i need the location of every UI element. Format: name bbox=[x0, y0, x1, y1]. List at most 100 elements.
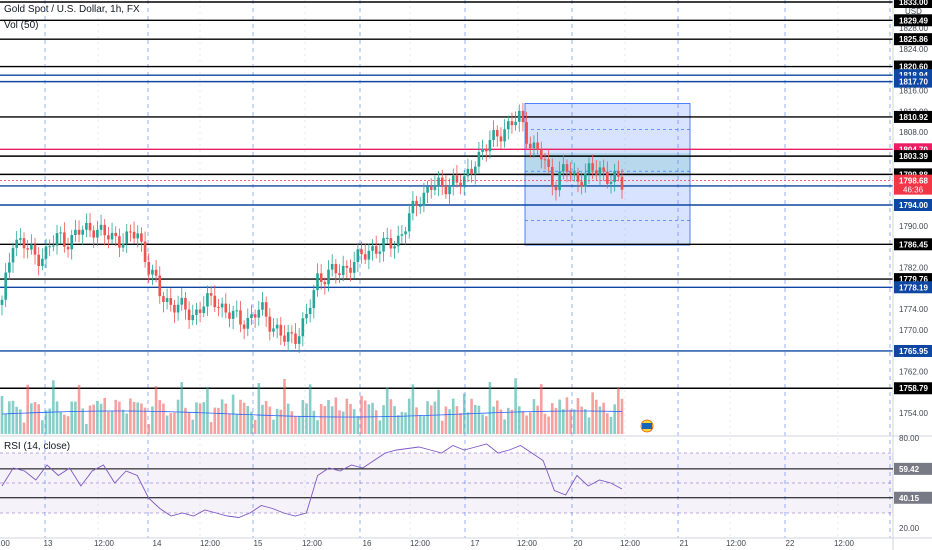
x-tick-label: 0:00 bbox=[0, 539, 10, 548]
volume-bar bbox=[110, 410, 114, 434]
volume-bar bbox=[473, 404, 477, 434]
volume-bar bbox=[261, 404, 264, 434]
volume-bar bbox=[209, 422, 213, 434]
volume-bar bbox=[492, 406, 495, 434]
candle-body bbox=[440, 177, 444, 186]
candle-body bbox=[158, 275, 162, 297]
candle-body bbox=[558, 171, 561, 191]
event-flag-stripe bbox=[642, 423, 652, 429]
candle-body bbox=[195, 309, 198, 315]
candle-body bbox=[382, 238, 385, 252]
candle-body bbox=[360, 249, 363, 255]
candle-body bbox=[165, 298, 169, 302]
volume-bar bbox=[536, 405, 539, 434]
volume-bar bbox=[525, 415, 528, 434]
volume-bar bbox=[48, 408, 51, 434]
candle-body bbox=[41, 258, 44, 267]
volume-bar bbox=[415, 407, 418, 434]
volume-bar bbox=[595, 399, 598, 434]
volume-bar bbox=[129, 398, 132, 434]
volume-bar bbox=[565, 397, 569, 434]
volume-bar bbox=[506, 407, 510, 434]
volume-bar bbox=[550, 403, 554, 434]
candle-body bbox=[253, 314, 257, 318]
candle-body bbox=[517, 110, 521, 122]
y-tick-label: 1816.00 bbox=[899, 86, 928, 95]
candle-body bbox=[481, 148, 484, 152]
volume-bar bbox=[573, 409, 576, 434]
candle-body bbox=[8, 262, 11, 273]
volume-bar bbox=[587, 417, 591, 434]
candle-body bbox=[19, 238, 22, 240]
volume-bar bbox=[352, 409, 356, 434]
candle-body bbox=[11, 247, 15, 263]
volume-bar bbox=[385, 387, 389, 434]
candle-body bbox=[228, 312, 231, 319]
candle-body bbox=[345, 265, 349, 268]
x-tick-label: 14 bbox=[153, 539, 162, 548]
volume-bar bbox=[143, 407, 147, 434]
rsi-line bbox=[1, 443, 623, 518]
candle-body bbox=[286, 332, 290, 342]
volume-bar bbox=[584, 409, 587, 434]
candle-body bbox=[316, 273, 319, 291]
level-label-box bbox=[894, 281, 932, 294]
candle-body bbox=[617, 170, 620, 177]
candle-body bbox=[429, 186, 433, 190]
candle-body bbox=[433, 185, 437, 190]
x-tick-label: 21 bbox=[680, 539, 689, 548]
volume-bar bbox=[459, 413, 462, 434]
volume-bar bbox=[371, 402, 374, 434]
volume-bar bbox=[118, 401, 121, 434]
candle-body bbox=[444, 185, 448, 195]
candle-body bbox=[239, 310, 242, 325]
volume-ma-line bbox=[1, 410, 623, 418]
y-tick-label: 1762.00 bbox=[899, 368, 928, 377]
volume-bar bbox=[151, 406, 154, 434]
candle-body bbox=[407, 213, 411, 232]
candle-body bbox=[536, 142, 539, 150]
volume-bar bbox=[305, 403, 308, 434]
candle-body bbox=[576, 172, 580, 182]
candle-body bbox=[129, 231, 132, 233]
candle-body bbox=[580, 181, 583, 187]
volume-bar bbox=[30, 403, 33, 434]
x-tick-label: 12:00 bbox=[200, 539, 221, 548]
volume-bar bbox=[620, 398, 624, 434]
volume-bar bbox=[532, 399, 536, 434]
candle-body bbox=[261, 302, 264, 310]
candle-body bbox=[294, 333, 297, 344]
candle-body bbox=[389, 238, 393, 249]
volume-bar bbox=[297, 415, 301, 434]
candle-body bbox=[231, 310, 235, 319]
volume-bar bbox=[411, 384, 415, 434]
volume-bar bbox=[308, 384, 312, 434]
candle-body bbox=[532, 142, 536, 149]
candle-body bbox=[88, 222, 92, 231]
volume-bar bbox=[440, 420, 444, 434]
candle-body bbox=[466, 168, 470, 177]
volume-bar bbox=[198, 403, 202, 434]
volume-bar bbox=[0, 396, 4, 434]
volume-bar bbox=[272, 419, 275, 434]
volume-bar bbox=[59, 411, 62, 434]
volume-bar bbox=[433, 401, 437, 434]
candle-body bbox=[110, 232, 114, 240]
volume-bar bbox=[382, 405, 385, 434]
volume-bar bbox=[253, 419, 257, 434]
volume-bar bbox=[558, 399, 561, 434]
candle-body bbox=[242, 324, 246, 329]
candle-body bbox=[437, 177, 440, 186]
level-label-box bbox=[894, 75, 932, 88]
candle-body bbox=[488, 139, 492, 152]
x-tick-label: 20 bbox=[574, 539, 583, 548]
candle-body bbox=[573, 172, 576, 175]
level-label: 1786.45 bbox=[899, 240, 928, 249]
candle-body bbox=[99, 224, 103, 230]
candle-body bbox=[584, 173, 587, 187]
candle-body bbox=[297, 336, 301, 344]
volume-bar bbox=[283, 378, 286, 434]
volume-bar bbox=[602, 402, 605, 434]
volume-bar bbox=[290, 411, 294, 434]
